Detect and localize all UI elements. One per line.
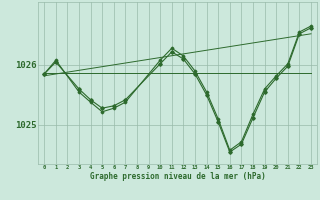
X-axis label: Graphe pression niveau de la mer (hPa): Graphe pression niveau de la mer (hPa) xyxy=(90,172,266,181)
